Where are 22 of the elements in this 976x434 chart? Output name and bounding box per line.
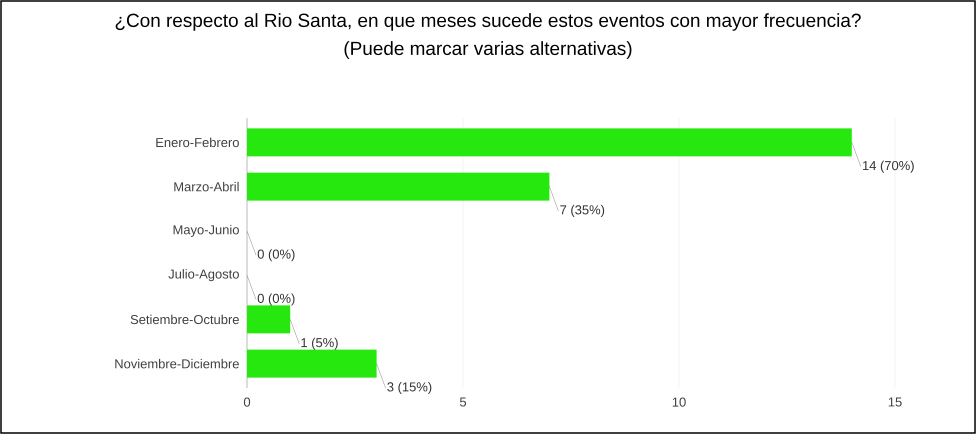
bar <box>247 350 377 378</box>
x-tick-label: 0 <box>244 398 250 407</box>
data-label: 0 (0%) <box>258 249 295 262</box>
y-tick-label: Julio-Agosto <box>168 269 239 282</box>
chart-title: ¿Con respecto al Rio Santa, en que meses sucede estos eventos con mayor frecuencia? <box>116 13 861 31</box>
bar <box>247 305 290 334</box>
data-label: 3 (15%) <box>387 382 432 394</box>
y-tick-label: Marzo-Abril <box>174 182 239 192</box>
x-tick-label: 15 <box>888 398 902 407</box>
y-tick-label: Enero-Febrero <box>156 138 239 148</box>
x-tick-label: 5 <box>460 398 466 407</box>
data-label: 7 (35%) <box>560 204 604 217</box>
y-tick-label: Noviembre-Diciembre <box>115 358 239 368</box>
data-label: 14 (70%) <box>862 160 914 173</box>
y-tick-label: Setiembre-Octubre <box>130 314 239 324</box>
x-tick-label: 10 <box>672 398 686 407</box>
y-tick-label: Mayo-Junio <box>174 224 239 237</box>
chart-subtitle: (Puede marcar varias alternativas) <box>344 41 632 59</box>
bar <box>247 172 550 201</box>
data-label: 1 (5%) <box>301 338 338 350</box>
bar <box>247 128 852 156</box>
data-label: 0 (0%) <box>258 293 295 306</box>
